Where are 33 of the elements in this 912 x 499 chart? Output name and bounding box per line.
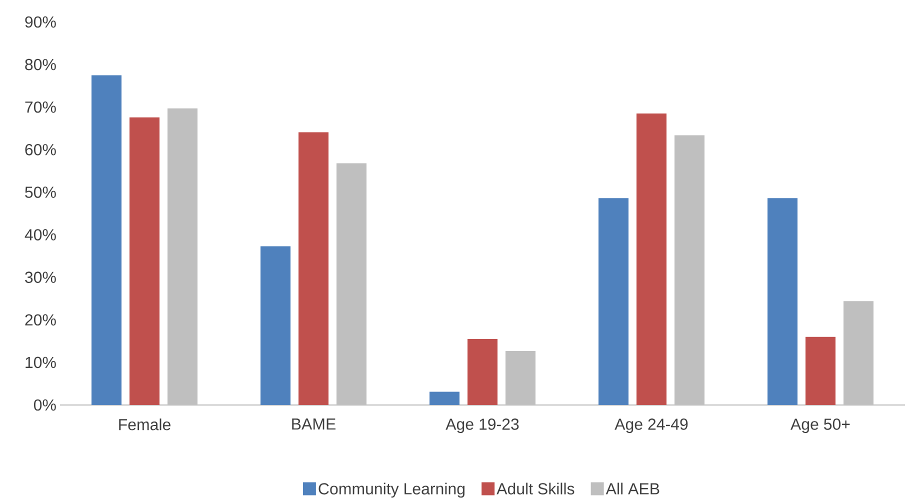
y-tick-label: 0% bbox=[34, 399, 56, 411]
bar bbox=[844, 301, 874, 405]
y-tick-label: 20% bbox=[25, 314, 56, 326]
bar bbox=[168, 108, 198, 405]
y-tick-label: 50% bbox=[25, 186, 56, 198]
legend-label: Community Learning bbox=[318, 482, 465, 498]
y-tick-label: 10% bbox=[26, 356, 56, 368]
y-tick-label: 80% bbox=[25, 58, 56, 70]
bar bbox=[260, 246, 290, 405]
bar bbox=[636, 113, 666, 405]
x-tick-label: Female bbox=[119, 418, 170, 430]
bar bbox=[468, 339, 498, 405]
bar bbox=[768, 198, 798, 405]
bar bbox=[130, 117, 160, 405]
bar bbox=[298, 132, 329, 405]
y-tick-label: 90% bbox=[25, 16, 56, 28]
legend-label: All AEB bbox=[606, 482, 660, 494]
x-tick-label: Age 19-23 bbox=[446, 418, 519, 434]
bar bbox=[430, 392, 460, 405]
legend-label: Adult Skills bbox=[496, 482, 574, 494]
bar bbox=[598, 198, 629, 405]
bar bbox=[92, 75, 122, 405]
y-tick-label: 60% bbox=[25, 144, 56, 156]
x-tick-label: Age 50+ bbox=[790, 418, 850, 434]
x-tick-label: BAME bbox=[292, 418, 336, 430]
bar bbox=[506, 350, 536, 405]
bar bbox=[674, 135, 704, 405]
bar bbox=[336, 163, 367, 405]
bar bbox=[806, 336, 836, 405]
y-tick-label: 40% bbox=[24, 229, 56, 240]
y-tick-label: 30% bbox=[25, 272, 56, 283]
y-tick-label: 70% bbox=[25, 101, 56, 113]
x-tick-label: Age 24-49 bbox=[614, 418, 688, 434]
